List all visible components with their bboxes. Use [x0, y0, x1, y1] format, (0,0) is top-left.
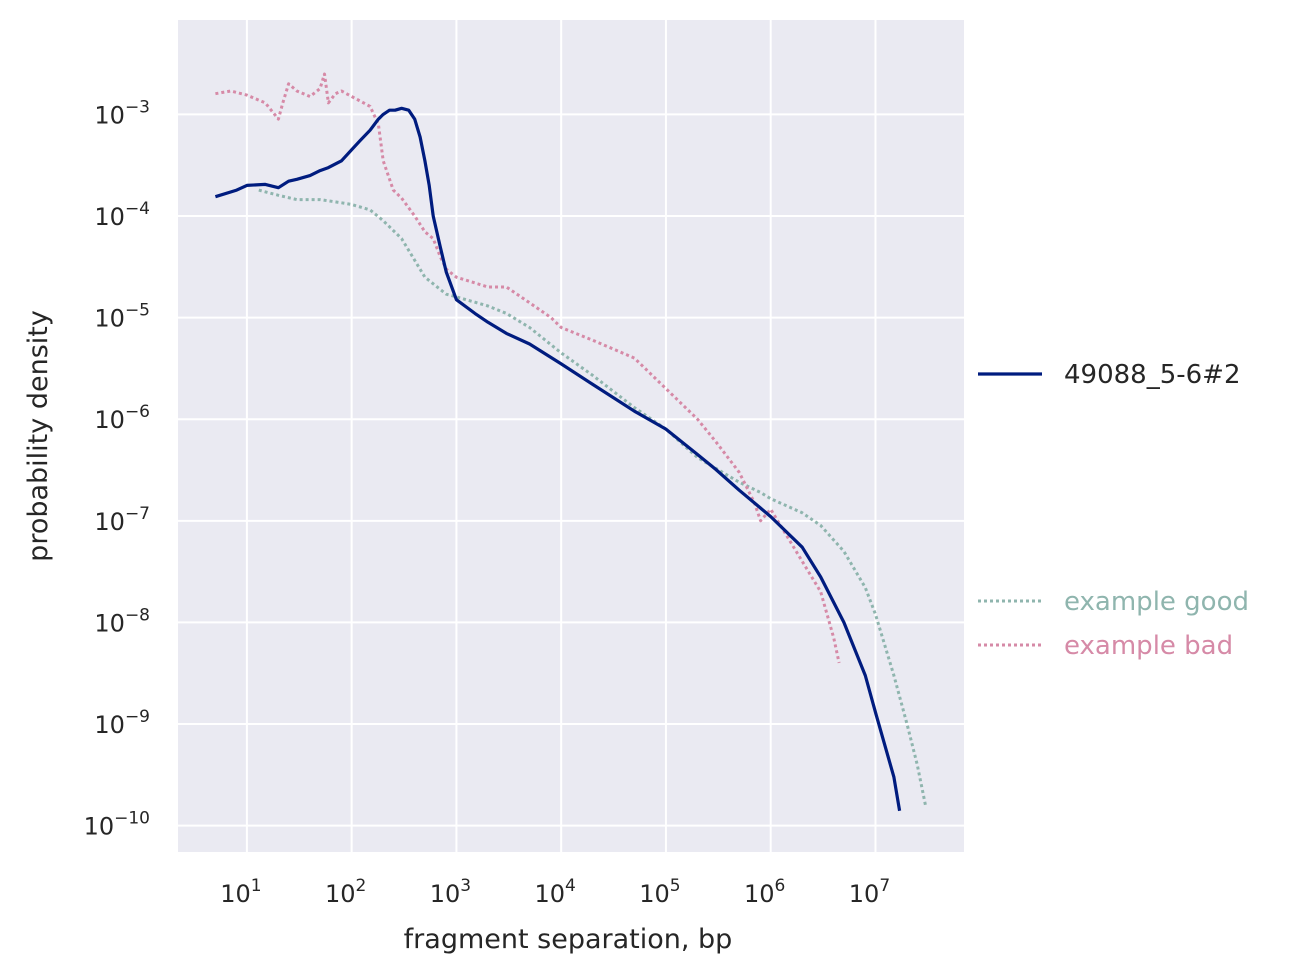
y-tick-label: 10−7 — [94, 504, 150, 536]
x-tick-label: 106 — [744, 876, 785, 908]
series-line-2 — [214, 106, 902, 812]
x-tick-label: 102 — [325, 876, 366, 908]
series-group — [214, 72, 927, 812]
y-tick-label: 10−8 — [94, 605, 150, 637]
y-tick-label: 10−6 — [94, 402, 150, 434]
plot-background — [178, 20, 964, 852]
y-tick-labels: 10−3 10−4 10−5 10−6 10−7 10−8 10−9 10−10 — [84, 97, 150, 840]
x-tick-labels: 101 102 103 104 105 106 107 — [220, 876, 890, 908]
y-tick-label: 10−3 — [94, 97, 150, 129]
x-axis-label: fragment separation, bp — [404, 924, 733, 955]
grid — [178, 20, 964, 852]
series-line-1 — [215, 72, 841, 664]
y-axis-label: probability density — [23, 310, 54, 562]
y-tick-label: 10−4 — [94, 199, 150, 231]
x-tick-label: 104 — [534, 876, 575, 908]
y-tick-label: 10−9 — [94, 707, 150, 739]
x-tick-label: 107 — [849, 876, 890, 908]
y-tick-label: 10−10 — [84, 809, 150, 841]
x-tick-label: 105 — [639, 876, 680, 908]
x-tick-label: 101 — [220, 876, 261, 908]
legend-label: 49088_5-6#2 — [1064, 360, 1241, 390]
y-tick-label: 10−5 — [94, 301, 150, 333]
legend-label: example bad — [1064, 631, 1233, 661]
x-tick-label: 103 — [430, 876, 471, 908]
legend-label: example good — [1064, 587, 1249, 617]
series-line-0 — [258, 188, 927, 806]
